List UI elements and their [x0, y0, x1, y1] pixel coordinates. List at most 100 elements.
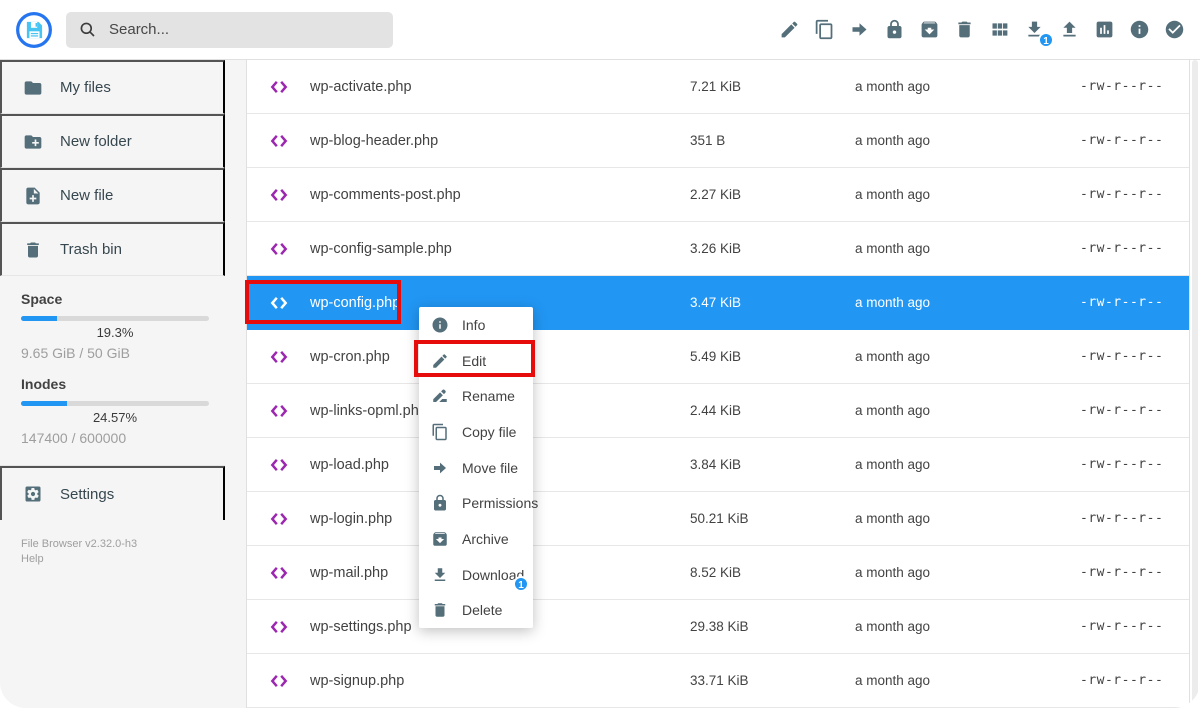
- file-row[interactable]: wp-activate.php 7.21 KiB a month ago -rw-r-…: [247, 60, 1189, 114]
- file-row[interactable]: wp-cron.php 5.49 KiB a month ago -rw-r--r--: [247, 330, 1189, 384]
- file-permissions: -rw-r--r--: [1080, 403, 1164, 418]
- file-modified: a month ago: [855, 79, 931, 94]
- sidebar-item-label: Settings: [60, 485, 115, 503]
- app-logo[interactable]: [15, 11, 53, 49]
- count-badge: 1: [513, 575, 529, 592]
- sidebar-item-new-folder[interactable]: New folder: [0, 114, 225, 168]
- menu-item-label: Permissions: [462, 495, 539, 512]
- scrollbar-gutter: [1190, 60, 1200, 708]
- file-size: 5.49 KiB: [690, 349, 742, 364]
- toolbar-select-multiple-button[interactable]: [1157, 10, 1192, 50]
- sidebar-item-my-files[interactable]: My files: [0, 60, 225, 114]
- usage-progress-bar: [21, 401, 209, 406]
- trash-icon: [434, 603, 446, 618]
- context-menu-item-permissions[interactable]: Permissions: [419, 485, 538, 521]
- file-row[interactable]: wp-comments-post.php 2.27 KiB a month ago -…: [247, 168, 1189, 222]
- file-modified: a month ago: [855, 619, 931, 634]
- code-file-icon: [270, 404, 287, 417]
- context-menu-item-archive[interactable]: Archive: [419, 521, 533, 557]
- archive-icon: [433, 532, 447, 546]
- sidebar-item-new-file[interactable]: New file: [0, 168, 225, 222]
- code-file-icon: [270, 296, 287, 309]
- toolbar-move-button[interactable]: [842, 10, 877, 50]
- file-row[interactable]: wp-config-sample.php 3.26 KiB a month ago -…: [247, 222, 1189, 276]
- usage-progress-bar: [21, 316, 209, 321]
- arrow-right-icon: [434, 462, 446, 473]
- file-size: 33.71 KiB: [690, 673, 749, 688]
- toolbar-info-button[interactable]: [1122, 10, 1157, 50]
- toolbar-delete-button[interactable]: [947, 10, 982, 50]
- toolbar-permissions-button[interactable]: [877, 10, 912, 50]
- file-size: 50.21 KiB: [690, 511, 749, 526]
- file-modified: a month ago: [855, 241, 931, 256]
- bar-chart-icon: [1096, 21, 1113, 38]
- pencil-icon: [781, 21, 798, 38]
- file-permissions: -rw-r--r--: [1080, 133, 1164, 148]
- file-row[interactable]: wp-login.php 50.21 KiB a month ago -rw-r--r…: [247, 492, 1189, 546]
- context-menu-item-copy-file[interactable]: Copy file: [419, 414, 533, 450]
- file-permissions: -rw-r--r--: [1080, 187, 1164, 202]
- file-size: 351 B: [690, 133, 726, 148]
- context-menu-item-rename[interactable]: Rename: [419, 378, 533, 414]
- file-name: wp-activate.php: [310, 78, 412, 95]
- download-icon: [434, 567, 446, 581]
- code-file-icon: [270, 350, 287, 363]
- code-file-icon: [270, 566, 287, 579]
- context-menu-item-move-file[interactable]: Move file: [419, 450, 533, 486]
- info-icon: [1130, 20, 1149, 39]
- context-menu-item-delete[interactable]: Delete: [419, 593, 533, 629]
- file-permissions: -rw-r--r--: [1080, 79, 1164, 94]
- upload-icon: [1063, 21, 1076, 37]
- check-circle-icon: [1165, 20, 1184, 39]
- code-file-icon: [270, 458, 287, 471]
- search-bar[interactable]: [66, 11, 393, 48]
- menu-item-label: Edit: [462, 352, 487, 369]
- file-size: 29.38 KiB: [690, 619, 749, 634]
- code-file-icon: [270, 134, 287, 147]
- search-input[interactable]: [109, 21, 381, 38]
- copy-icon: [432, 423, 447, 441]
- search-icon: [80, 22, 95, 37]
- usage-detail: 147400 / 600000: [21, 430, 127, 446]
- toolbar-edit-button[interactable]: [772, 10, 807, 50]
- usage-title: Space: [21, 291, 63, 307]
- toolbar-upload-button[interactable]: [1052, 10, 1087, 50]
- file-row[interactable]: wp-load.php 3.84 KiB a month ago -rw-r--r--: [247, 438, 1189, 492]
- toolbar-stats-button[interactable]: [1087, 10, 1122, 50]
- file-size: 7.21 KiB: [690, 79, 742, 94]
- folder-plus-icon: [24, 134, 42, 149]
- file-row[interactable]: wp-settings.php 29.38 KiB a month ago -rw-r…: [247, 600, 1189, 654]
- menu-item-label: Delete: [462, 602, 503, 619]
- menu-item-label: Rename: [462, 388, 515, 405]
- toolbar-copy-button[interactable]: [807, 10, 842, 50]
- sidebar-item-settings[interactable]: Settings: [0, 466, 225, 520]
- menu-item-label: Info: [462, 316, 486, 333]
- context-menu-item-edit[interactable]: Edit: [419, 343, 533, 379]
- scrollbar-track[interactable]: [1192, 60, 1198, 708]
- file-name: wp-signup.php: [310, 672, 405, 689]
- code-file-icon: [270, 80, 287, 93]
- lock-icon: [434, 495, 446, 511]
- file-size: 3.26 KiB: [690, 241, 742, 256]
- file-row[interactable]: wp-blog-header.php 351 B a month ago -rw-r-…: [247, 114, 1189, 168]
- file-row[interactable]: wp-mail.php 8.52 KiB a month ago -rw-r--r--: [247, 546, 1189, 600]
- file-modified: a month ago: [855, 457, 931, 472]
- toolbar-download-button[interactable]: 1: [1017, 10, 1054, 50]
- file-name: wp-cron.php: [310, 348, 390, 365]
- file-modified: a month ago: [855, 403, 931, 418]
- sidebar-item-label: My files: [60, 79, 111, 96]
- file-row[interactable]: wp-signup.php 33.71 KiB a month ago -rw-r--…: [247, 654, 1189, 708]
- file-permissions: -rw-r--r--: [1080, 673, 1164, 688]
- file-modified: a month ago: [855, 187, 931, 202]
- toolbar-view-mode-button[interactable]: [982, 10, 1017, 50]
- help-link[interactable]: Help: [21, 553, 44, 565]
- file-size: 2.27 KiB: [690, 187, 742, 202]
- file-row[interactable]: wp-links-opml.php 2.44 KiB a month ago -rw-…: [247, 384, 1189, 438]
- toolbar-archive-button[interactable]: [912, 10, 947, 50]
- file-name: wp-config-sample.php: [310, 240, 452, 257]
- sidebar-item-trash-bin[interactable]: Trash bin: [0, 222, 225, 276]
- code-file-icon: [270, 188, 287, 201]
- context-menu-item-info[interactable]: Info: [419, 307, 533, 343]
- file-row[interactable]: wp-config.php 3.47 KiB a month ago -rw-r--r…: [247, 276, 1189, 330]
- context-menu-item-download[interactable]: Download 1: [419, 557, 533, 593]
